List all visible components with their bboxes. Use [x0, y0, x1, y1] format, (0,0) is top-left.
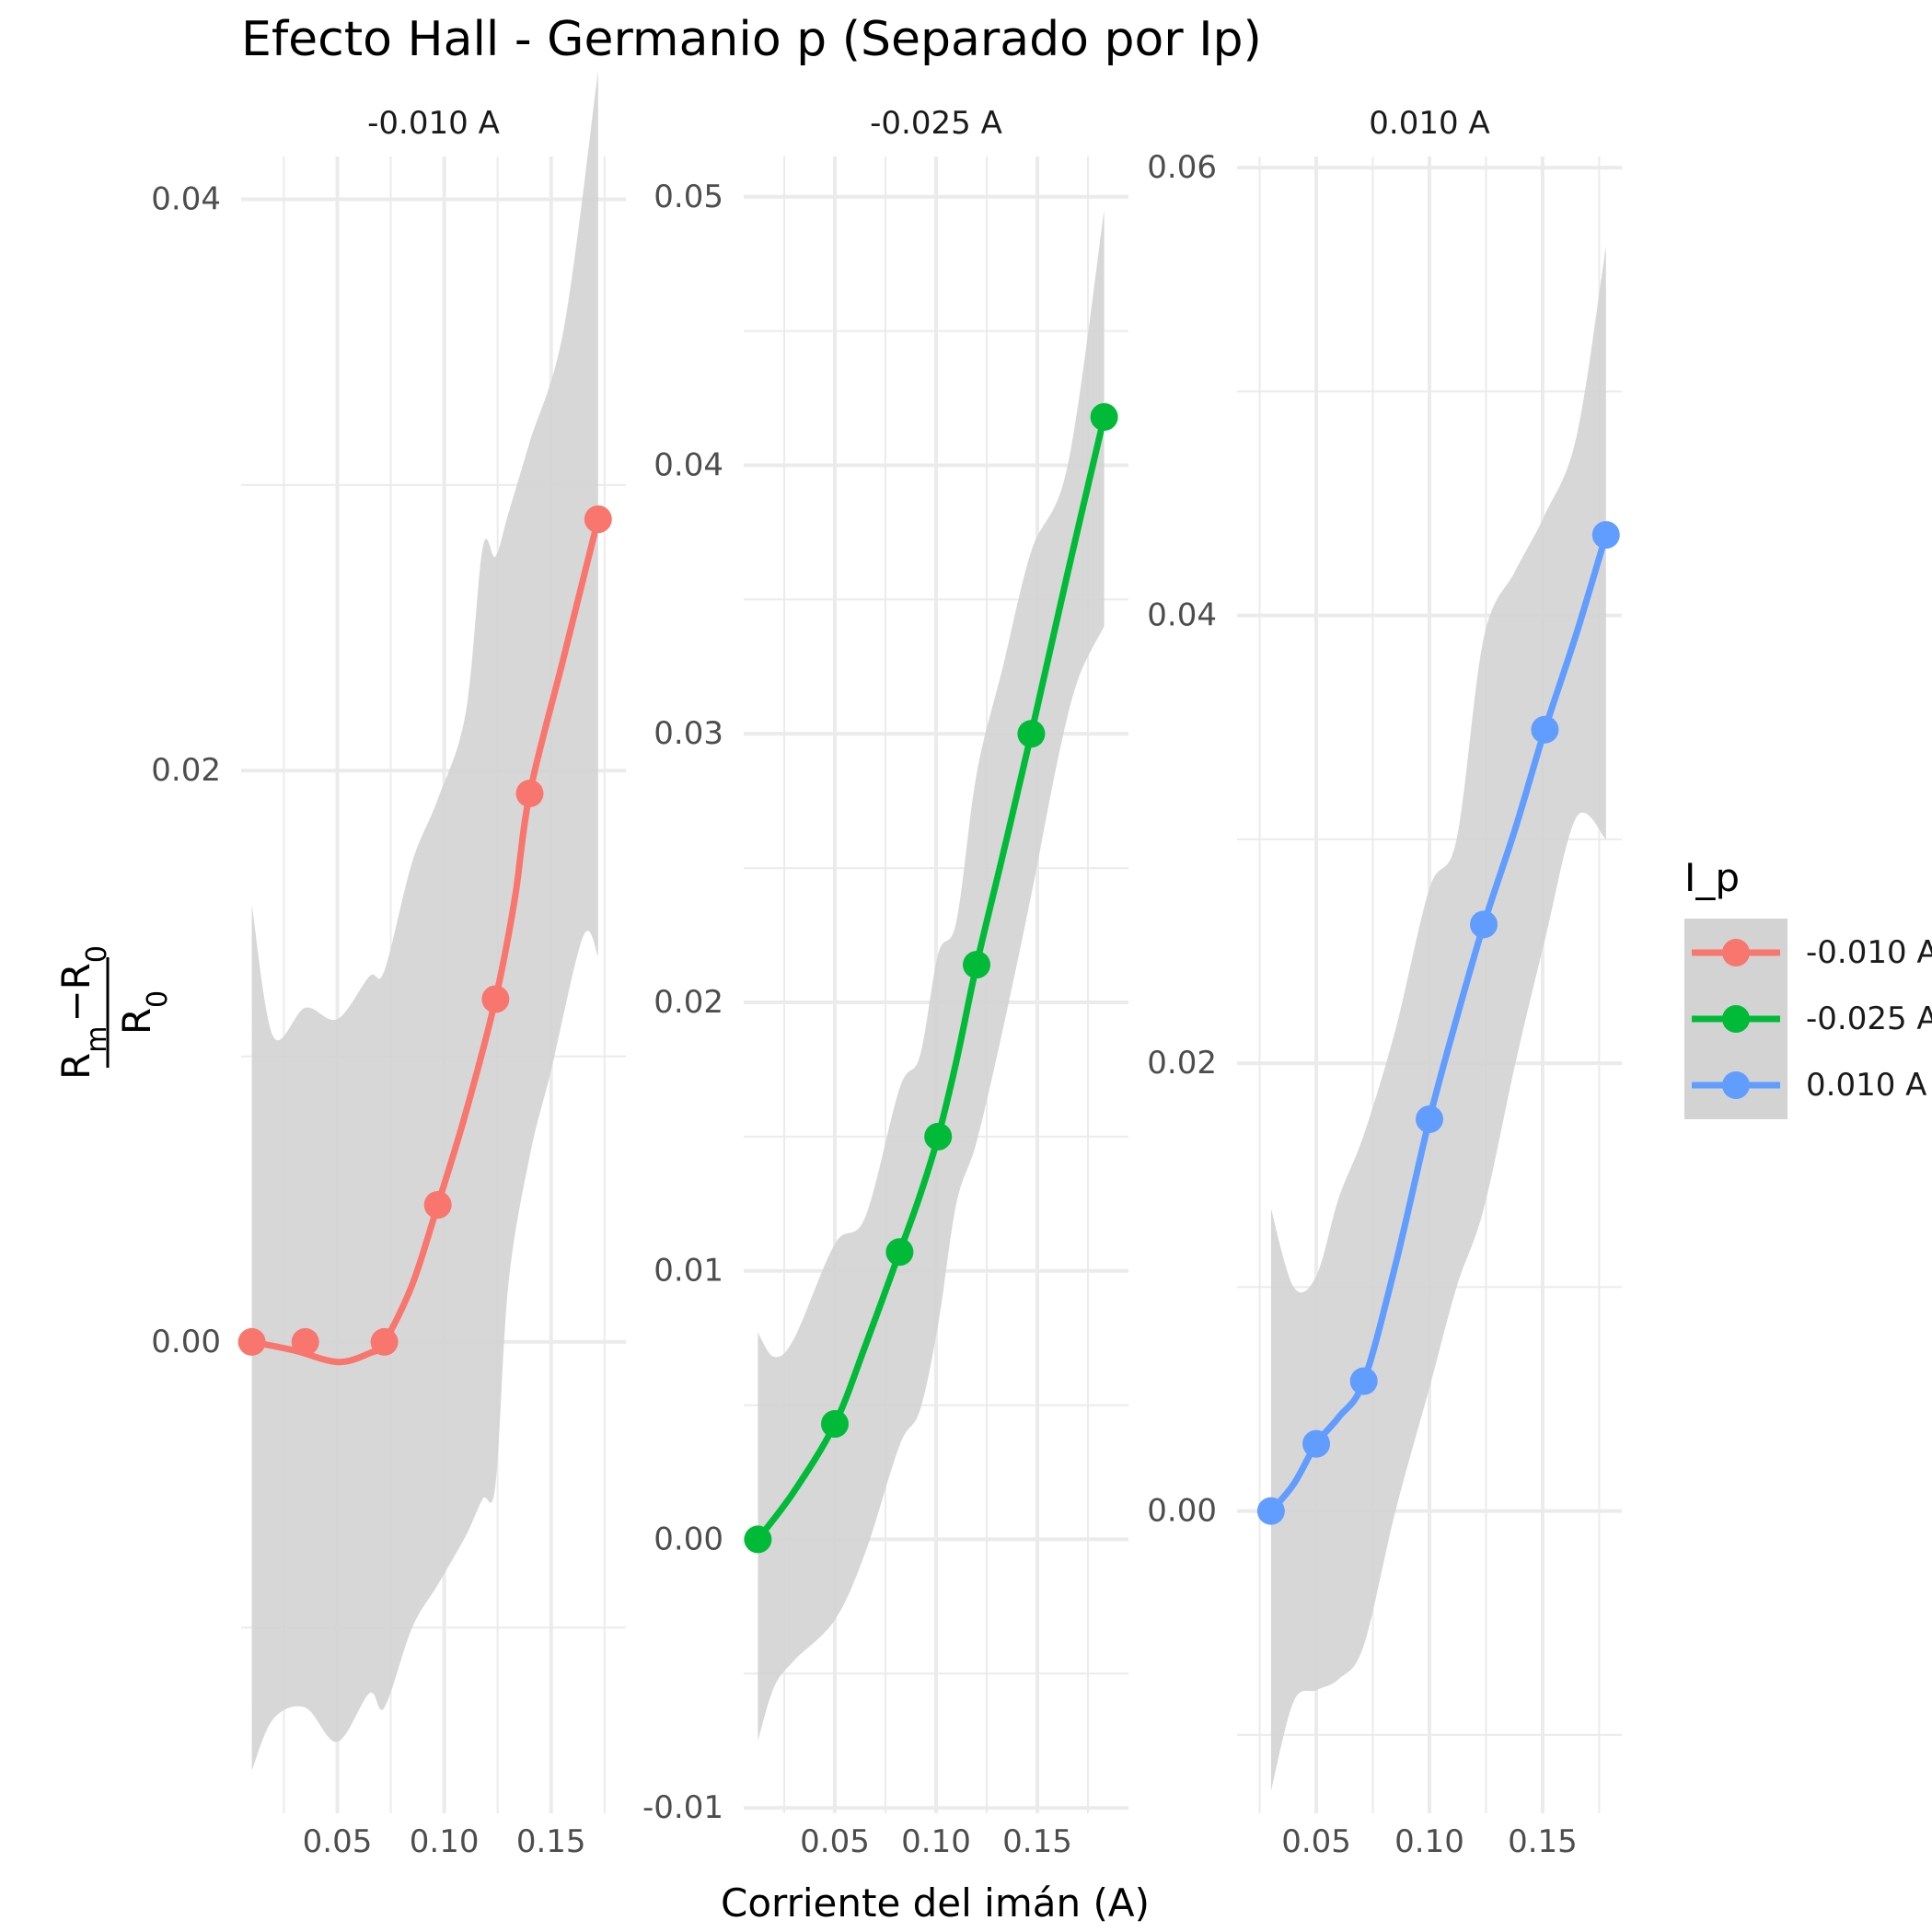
data-point [1531, 715, 1559, 744]
y-tick-label: 0.03 [654, 715, 723, 752]
legend-key-point [1722, 1005, 1750, 1033]
data-point [481, 985, 510, 1013]
y-tick-label: 0.00 [1147, 1493, 1217, 1530]
x-tick-label: 0.15 [1002, 1823, 1072, 1860]
data-point [237, 1327, 266, 1356]
facet-label: 0.010 A [1369, 105, 1489, 142]
y-tick-label: 0.05 [654, 179, 723, 215]
data-point [1416, 1105, 1443, 1133]
legend-key-point [1722, 939, 1750, 966]
data-point [1591, 521, 1620, 550]
y-tick-label: 0.02 [1147, 1045, 1217, 1082]
y-tick-label: 0.02 [151, 752, 221, 789]
y-tick-label: 0.02 [654, 984, 723, 1021]
series-line [249, 515, 602, 1366]
legend-key-point [1722, 1071, 1750, 1099]
y-tick-label: 0.01 [654, 1253, 723, 1290]
y-tick-label: 0.00 [654, 1521, 723, 1557]
x-tick-label: 0.15 [1508, 1823, 1578, 1860]
x-tick-label: 0.05 [1281, 1823, 1351, 1860]
confidence-band [758, 210, 1105, 1741]
y-title-numerator: Rm−R0 [53, 945, 113, 1080]
x-tick-label: 0.10 [901, 1823, 971, 1860]
x-tick-label: 0.05 [800, 1823, 870, 1860]
data-point [423, 1190, 452, 1219]
panel-2: 0.00 0.02 0.04 0.06 0.05 0.10 0.15 0.010 A [1147, 105, 1622, 1860]
legend-title: I_p [1684, 855, 1740, 900]
data-point [370, 1327, 399, 1356]
data-point [1017, 720, 1046, 748]
data-point [963, 951, 990, 979]
facet-label: -0.025 A [870, 105, 1002, 142]
x-tick-label: 0.10 [1394, 1823, 1464, 1860]
panel-1: -0.01 0.00 0.01 0.02 0.03 0.04 0.05 0.05 0.10 0.1… [642, 105, 1128, 1860]
data-point [1349, 1367, 1378, 1395]
data-point [1470, 910, 1498, 939]
confidence-band [1270, 246, 1606, 1791]
y-tick-label: -0.01 [642, 1789, 723, 1826]
x-tick-label: 0.05 [303, 1823, 373, 1860]
y-tick-label: 0.00 [151, 1324, 221, 1360]
data-point [744, 1525, 772, 1554]
y-title-denominator: R0 [114, 990, 174, 1035]
y-tick-label: 0.06 [1147, 149, 1217, 186]
y-tick-label: 0.04 [654, 446, 723, 483]
facet-label: -0.010 A [367, 105, 500, 142]
data-point [584, 505, 612, 534]
data-point [821, 1409, 849, 1438]
x-tick-label: 0.10 [410, 1823, 480, 1860]
y-tick-label: 0.04 [151, 181, 221, 218]
data-point [1256, 1497, 1285, 1525]
chart-title: Efecto Hall - Germanio p (Separado por I… [241, 12, 1262, 67]
data-point [1090, 402, 1118, 431]
panel-0: 0.00 0.02 0.04 0.05 0.10 0.15 -0.010 A [151, 70, 626, 1860]
series-line [754, 413, 1108, 1543]
x-tick-label: 0.15 [516, 1823, 586, 1860]
legend-label: -0.010 A [1806, 934, 1932, 971]
data-point [1302, 1429, 1331, 1458]
legend-label: 0.010 A [1806, 1067, 1926, 1104]
legend: I_p -0.010 A -0.025 A 0.010 A [1684, 855, 1932, 1119]
facet-panels: 0.00 0.02 0.04 0.05 0.10 0.15 -0.010 A -0.01 0.0… [151, 70, 1622, 1860]
y-tick-label: 0.04 [1147, 597, 1217, 634]
data-point [885, 1238, 914, 1267]
data-point [924, 1122, 953, 1151]
confidence-band [251, 70, 598, 1771]
legend-label: -0.025 A [1806, 1001, 1932, 1037]
data-point [515, 780, 544, 808]
data-point [291, 1327, 319, 1356]
x-axis-title: Corriente del imán (A) [721, 1880, 1150, 1926]
